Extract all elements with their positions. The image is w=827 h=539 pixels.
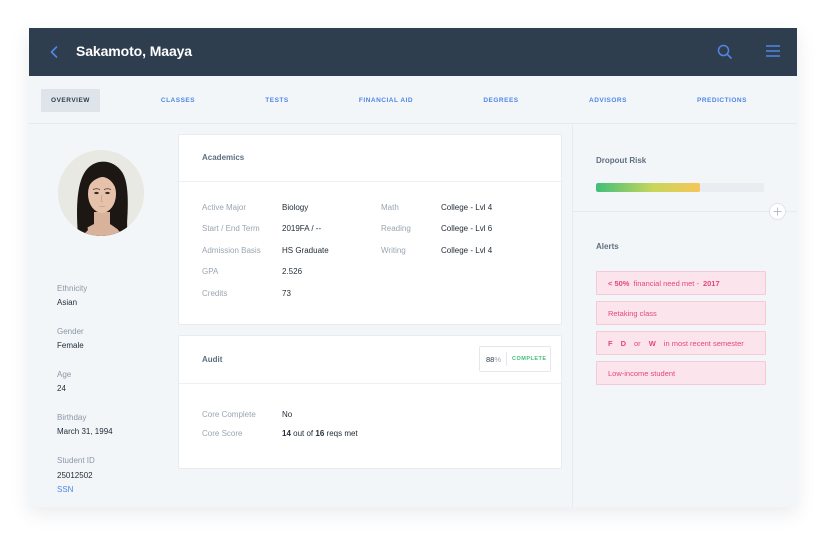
- audit-badge-separator: [506, 352, 508, 366]
- ssn-link[interactable]: SSN: [57, 485, 74, 494]
- student-id-value: 25012502: [57, 471, 93, 480]
- academics-title: Academics: [202, 153, 245, 162]
- tab-classes[interactable]: CLASSES: [160, 97, 196, 104]
- add-button[interactable]: [769, 203, 786, 220]
- audit-percent: 88%: [486, 354, 502, 364]
- start-end-term-label: Start / End Term: [202, 224, 260, 233]
- tab-predictions[interactable]: PREDICTIONS: [697, 97, 747, 104]
- reading-value: College - Lvl 6: [441, 224, 493, 233]
- tab-overview[interactable]: OVERVIEW: [41, 89, 100, 112]
- top-bar: Sakamoto, Maaya: [29, 28, 797, 76]
- gpa-value: 2.526: [282, 267, 303, 276]
- avatar-portrait-image: [58, 150, 144, 236]
- age-value: 24: [57, 384, 66, 393]
- risk-alerts-panel: Dropout Risk Alerts < 50% financial need …: [572, 125, 797, 507]
- alerts-title: Alerts: [596, 242, 619, 251]
- age-label: Age: [57, 370, 72, 379]
- audit-card: Audit 88% COMPLETE Core Complete No Core…: [178, 335, 562, 469]
- dropout-risk-title: Dropout Risk: [596, 156, 647, 165]
- avatar: [58, 150, 144, 236]
- hamburger-menu-icon: [766, 45, 780, 57]
- audit-title: Audit: [202, 355, 223, 364]
- math-label: Math: [381, 203, 399, 212]
- tab-degrees[interactable]: DEGREES: [483, 97, 519, 104]
- academics-divider: [179, 181, 561, 182]
- tab-bar: OVERVIEW CLASSES TESTS FINANCIAL AID DEG…: [29, 76, 797, 124]
- chevron-left-icon: [50, 46, 58, 58]
- dropout-risk-bar: [596, 183, 764, 192]
- tab-financial-aid[interactable]: FINANCIAL AID: [358, 97, 414, 104]
- gpa-label: GPA: [202, 267, 219, 276]
- alert-low-income[interactable]: Low-income student: [596, 361, 766, 385]
- ethnicity-label: Ethnicity: [57, 284, 88, 293]
- admission-basis-label: Admission Basis: [202, 246, 261, 255]
- ethnicity-value: Asian: [57, 298, 78, 307]
- core-score-label: Core Score: [202, 429, 243, 438]
- birthday-value: March 31, 1994: [57, 427, 113, 436]
- overview-content: Ethnicity Asian Gender Female Age 24 Bir…: [29, 125, 797, 507]
- search-icon: [717, 44, 732, 59]
- reading-label: Reading: [381, 224, 411, 233]
- writing-value: College - Lvl 4: [441, 246, 493, 255]
- math-value: College - Lvl 4: [441, 203, 493, 212]
- plus-icon: [773, 207, 782, 216]
- writing-label: Writing: [381, 246, 406, 255]
- right-panel-divider: [573, 211, 797, 212]
- tab-advisors[interactable]: ADVISORS: [589, 97, 627, 104]
- back-button[interactable]: [45, 42, 63, 62]
- audit-divider: [179, 383, 561, 384]
- birthday-label: Birthday: [57, 413, 87, 422]
- student-id-label: Student ID: [57, 456, 95, 465]
- core-complete-value: No: [282, 410, 293, 419]
- credits-value: 73: [282, 289, 291, 298]
- dropout-risk-fill: [596, 183, 701, 192]
- alert-retaking-class[interactable]: Retaking class: [596, 301, 766, 325]
- active-major-value: Biology: [282, 203, 309, 212]
- core-score-value: 14 out of 16 reqs met: [282, 429, 358, 438]
- alert-financial-need[interactable]: < 50% financial need met -2017: [596, 271, 766, 295]
- audit-complete-status: COMPLETE: [512, 356, 547, 362]
- academics-card: Academics Active Major Biology Start / E…: [178, 134, 562, 325]
- search-button[interactable]: [716, 43, 734, 61]
- gender-label: Gender: [57, 327, 84, 336]
- core-complete-label: Core Complete: [202, 410, 256, 419]
- admission-basis-value: HS Graduate: [282, 246, 329, 255]
- start-end-term-value: 2019FA / --: [282, 224, 322, 233]
- student-name-title: Sakamoto, Maaya: [76, 43, 192, 59]
- menu-button[interactable]: [765, 44, 781, 58]
- tab-tests[interactable]: TESTS: [265, 97, 289, 104]
- audit-status-badge: 88% COMPLETE: [479, 346, 551, 372]
- gender-value: Female: [57, 341, 84, 350]
- credits-label: Credits: [202, 289, 228, 298]
- student-profile-window: Sakamoto, Maaya OVERVIEW CLASSES TESTS F…: [29, 28, 797, 507]
- active-major-label: Active Major: [202, 203, 247, 212]
